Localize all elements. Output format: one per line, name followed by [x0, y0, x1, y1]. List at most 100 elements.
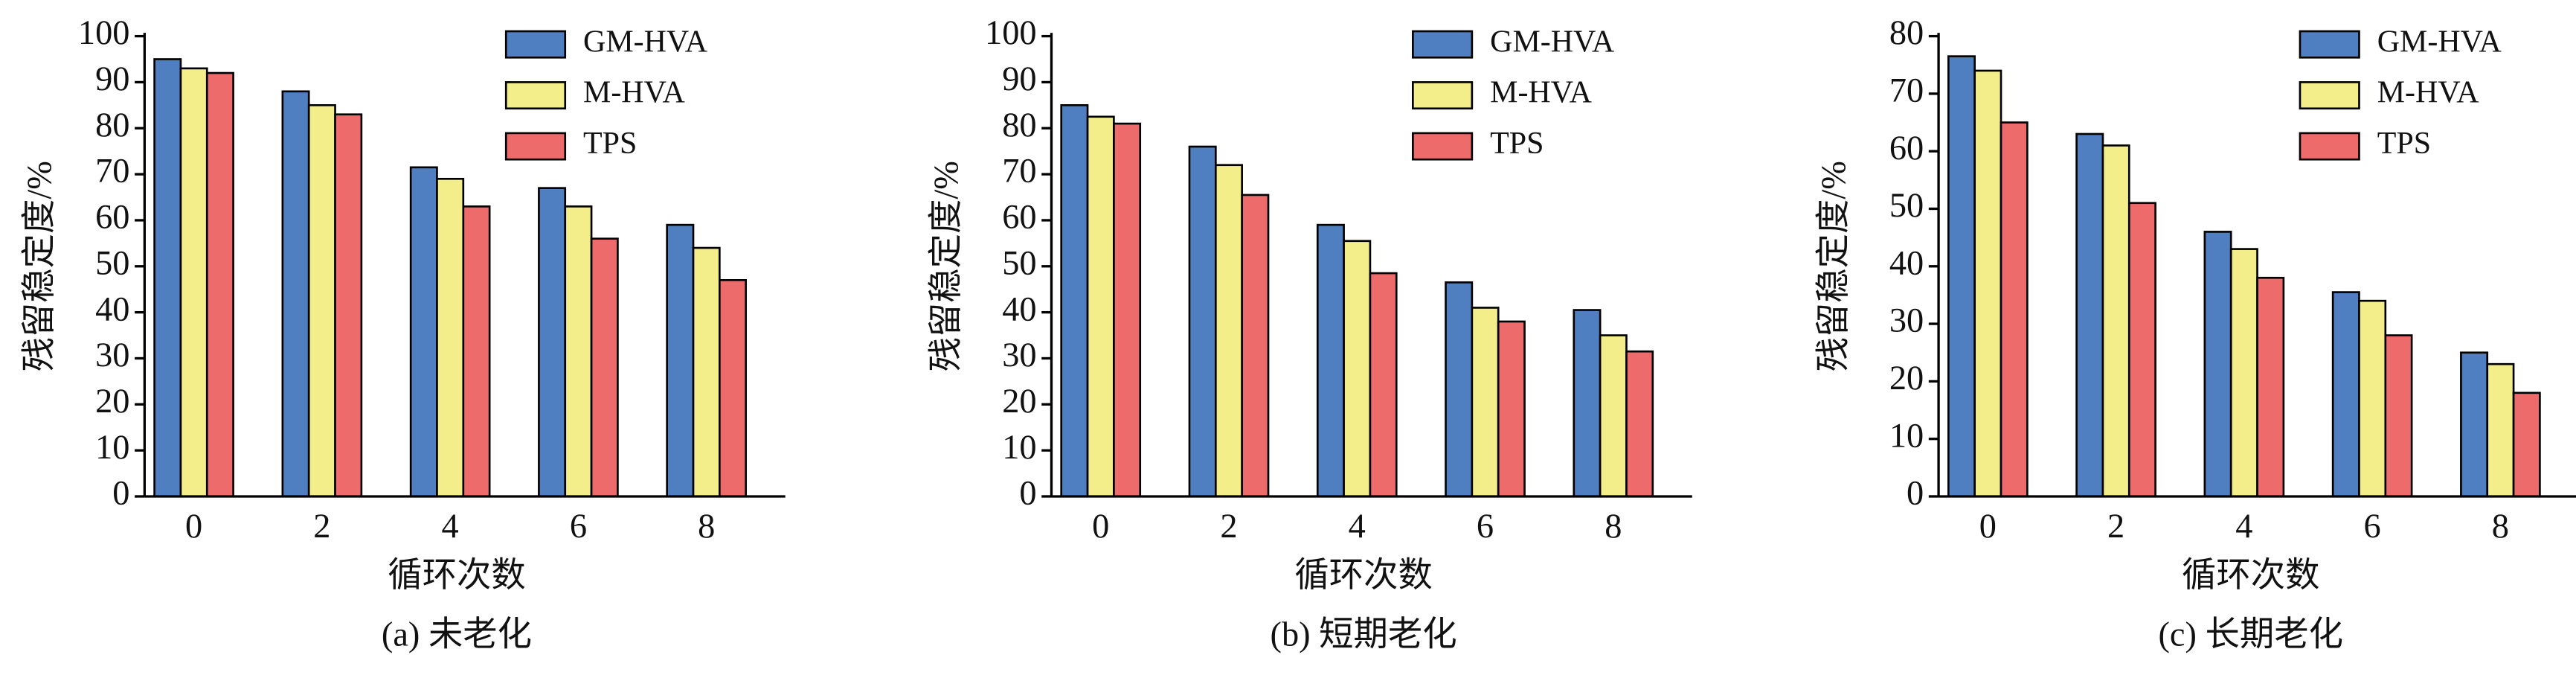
y-tick-label: 30 — [1889, 302, 1924, 340]
bar — [281, 90, 310, 498]
bar — [2512, 391, 2541, 498]
x-tick-label: 6 — [2364, 508, 2381, 546]
bar — [2331, 291, 2360, 498]
bar — [1471, 307, 1500, 498]
legend-swatch — [504, 132, 567, 161]
bar — [409, 166, 438, 498]
y-tick-label: 60 — [1002, 199, 1036, 237]
bar — [2229, 248, 2258, 498]
bar — [1445, 281, 1474, 498]
y-tick-label: 40 — [1889, 244, 1924, 282]
y-axis-label: 残留稳定度/% — [928, 161, 966, 371]
bar — [538, 187, 567, 498]
bar — [1973, 69, 2002, 498]
x-tick-label: 6 — [570, 508, 587, 546]
bar — [1086, 115, 1115, 498]
legend-label: GM-HVA — [1490, 25, 1614, 59]
y-tick-label: 30 — [1002, 336, 1036, 374]
y-tick-label: 50 — [95, 244, 129, 282]
legend-swatch — [2299, 30, 2360, 59]
legend-swatch — [504, 81, 567, 110]
y-tick-label: 70 — [1002, 153, 1036, 191]
bar — [2127, 202, 2156, 498]
legend-label: GM-HVA — [583, 25, 707, 59]
x-tick-label: 0 — [185, 508, 202, 546]
bar — [153, 58, 182, 498]
legend-label: M-HVA — [1490, 76, 1592, 110]
y-tick-label: 70 — [95, 153, 129, 191]
legend-label: M-HVA — [583, 76, 685, 110]
y-tick-label: 0 — [1019, 475, 1036, 513]
bar — [436, 177, 465, 498]
x-tick-label: 8 — [698, 508, 715, 546]
bar — [1214, 164, 1243, 498]
y-tick-label: 80 — [1002, 106, 1036, 144]
y-axis-label: 残留稳定度/% — [1815, 161, 1853, 371]
bar — [1573, 309, 1602, 498]
y-tick-label: 40 — [1002, 290, 1036, 328]
y-tick-label: 100 — [985, 14, 1037, 52]
x-axis-label: 循环次数 — [388, 557, 525, 595]
y-tick-label: 90 — [1002, 60, 1036, 98]
x-tick-label: 2 — [1220, 508, 1237, 546]
caption: (a) 未老化 — [382, 616, 532, 654]
x-tick-label: 0 — [1092, 508, 1109, 546]
y-tick-label: 30 — [95, 336, 129, 374]
legend-swatch — [1412, 30, 1474, 59]
legend-swatch — [1412, 132, 1474, 161]
bar — [462, 205, 491, 498]
x-tick-label: 2 — [313, 508, 330, 546]
bar — [1497, 320, 1526, 498]
x-axis-label: 循环次数 — [2182, 557, 2319, 595]
bar — [2460, 351, 2489, 498]
y-tick-label: 10 — [95, 429, 129, 467]
x-tick-label: 4 — [442, 508, 459, 546]
y-tick-label: 100 — [78, 14, 130, 52]
bar — [2101, 144, 2130, 498]
bar — [590, 237, 619, 498]
bar — [2203, 231, 2232, 498]
bar — [2358, 299, 2387, 498]
y-tick-label: 50 — [1002, 244, 1036, 282]
legend-label: GM-HVA — [2377, 25, 2502, 59]
bar — [1947, 55, 1976, 498]
y-tick-label: 80 — [1889, 14, 1924, 52]
bar — [719, 279, 748, 498]
bar — [2486, 362, 2515, 498]
y-tick-label: 60 — [95, 199, 129, 237]
bar — [1241, 194, 1270, 498]
bar — [666, 223, 695, 498]
x-tick-label: 6 — [1477, 508, 1494, 546]
legend-swatch — [2299, 132, 2360, 161]
bar — [2256, 276, 2285, 498]
y-tick-label: 60 — [1889, 130, 1924, 167]
y-tick-label: 80 — [95, 106, 129, 144]
y-tick-label: 90 — [95, 60, 129, 98]
legend-swatch — [504, 30, 567, 59]
y-axis-label: 残留稳定度/% — [21, 161, 59, 371]
bar — [307, 104, 336, 498]
bar — [2000, 121, 2029, 498]
y-tick-label: 70 — [1889, 72, 1924, 110]
x-tick-label: 4 — [2235, 508, 2252, 546]
bar — [2075, 132, 2104, 498]
bar — [1625, 350, 1654, 498]
legend-swatch — [1412, 81, 1474, 110]
legend-label: TPS — [1490, 127, 1544, 161]
y-tick-label: 10 — [1002, 429, 1036, 467]
bar — [334, 113, 363, 498]
legend-label: TPS — [583, 127, 637, 161]
y-tick-label: 20 — [1002, 383, 1036, 421]
y-tick-label: 0 — [1907, 475, 1924, 513]
x-tick-label: 8 — [1605, 508, 1622, 546]
bar — [1369, 272, 1398, 498]
bar — [564, 205, 593, 498]
bar — [1343, 240, 1372, 498]
bar — [179, 67, 208, 498]
bar — [1060, 104, 1089, 498]
caption: (c) 长期老化 — [2158, 616, 2342, 654]
caption: (b) 短期老化 — [1271, 616, 1457, 654]
bar — [692, 246, 721, 498]
